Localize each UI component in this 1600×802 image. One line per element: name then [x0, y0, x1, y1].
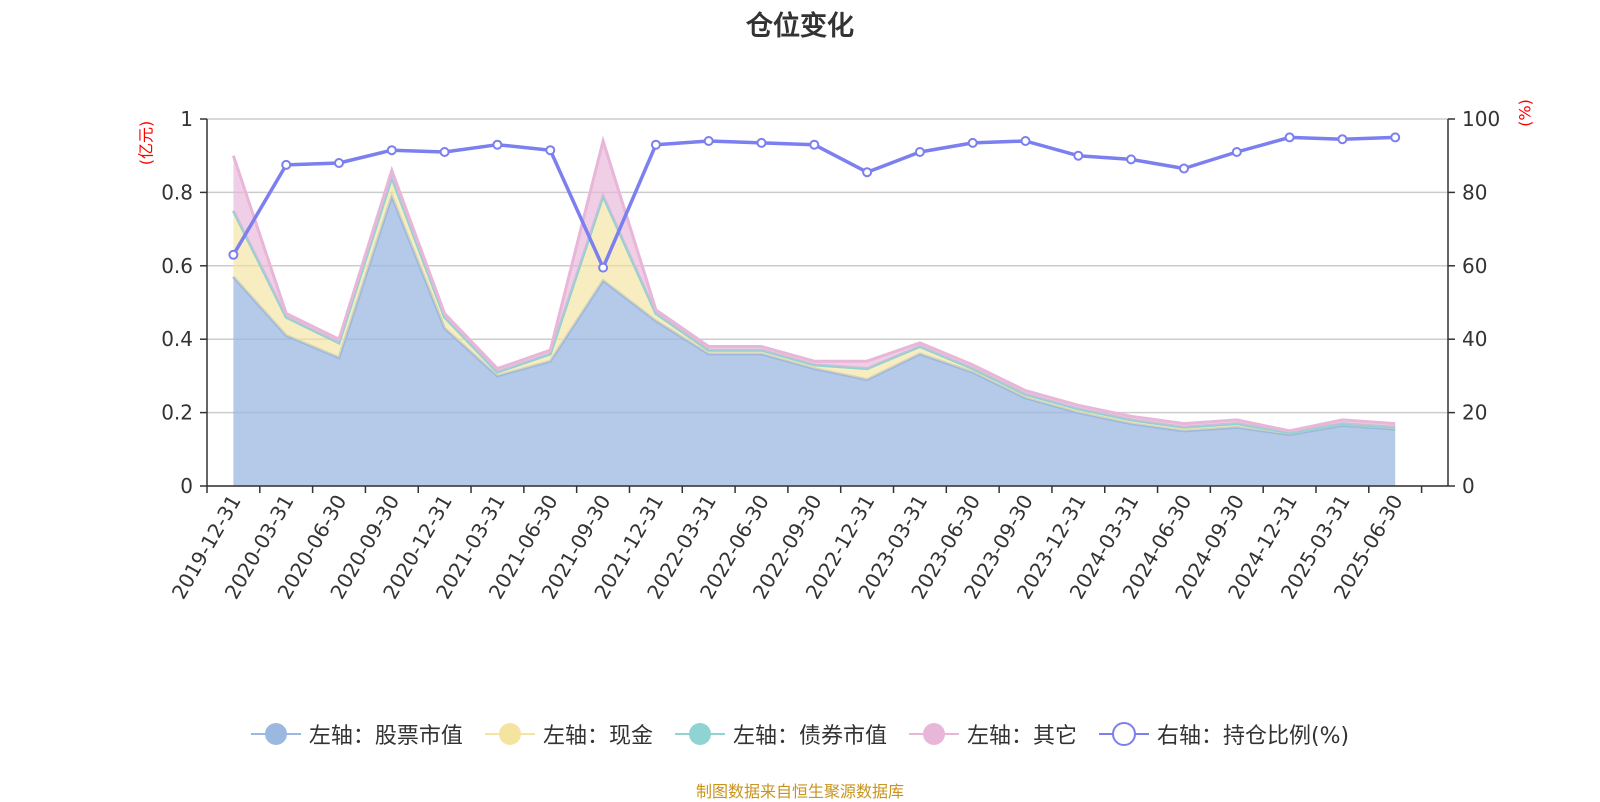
ratio-point [650, 139, 661, 150]
area-0 [233, 196, 1396, 486]
ratio-point [1231, 147, 1242, 157]
left-tick-label: 0.2 [161, 401, 193, 425]
ratio-point [1284, 132, 1295, 143]
legend-label: 左轴：其它 [966, 724, 1077, 749]
right-tick-label: 80 [1462, 180, 1487, 204]
ratio-point [439, 147, 450, 157]
ratio-point [756, 137, 767, 148]
ratio-point [1337, 134, 1348, 145]
left-tick-label: 0.6 [161, 254, 193, 278]
legend-label: 右轴：持仓比例(%) [1156, 724, 1350, 749]
legend-circle-marker-icon [484, 723, 535, 745]
legend-item[interactable]: 右轴：持仓比例(%) [1098, 718, 1350, 750]
ratio-point [1179, 163, 1189, 174]
source-note: 制图数据来自恒生聚源数据库 [695, 782, 904, 801]
left-tick-label: 0 [180, 474, 193, 498]
ratio-point [386, 145, 397, 156]
legend-label: 左轴：股票市值 [308, 724, 463, 749]
legend-circle-marker-icon [674, 723, 725, 745]
ratio-point [334, 158, 344, 168]
ratio-point [545, 145, 556, 156]
ratio-point [1126, 154, 1137, 165]
legend-item[interactable]: 左轴：债券市值 [674, 718, 887, 750]
legend-line-marker-icon [1098, 722, 1149, 746]
ratio-point [281, 159, 292, 170]
right-tick-label: 40 [1462, 327, 1487, 351]
legend-label: 左轴：债券市值 [732, 724, 887, 749]
area-line-3 [231, 135, 1396, 433]
right-tick-label: 0 [1462, 474, 1475, 498]
ratio-point [228, 249, 239, 260]
left-tick-label: 0.8 [161, 180, 193, 204]
right-tick-label: 20 [1462, 401, 1487, 425]
chart-legend: 左轴：股票市值 左轴：现金 左轴：债券市值 左轴：其它 右轴：持仓比例(%) [0, 718, 1600, 750]
left-tick-label: 0.4 [161, 327, 193, 351]
legend-circle-marker-icon [908, 723, 959, 745]
ratio-point [1390, 132, 1401, 143]
legend-circle-marker-icon [250, 723, 301, 745]
ratio-point [492, 139, 503, 150]
ratio-point [703, 136, 714, 146]
ratio-point [1073, 150, 1084, 161]
left-axis-unit: (亿元) [137, 121, 156, 166]
ratio-point [1020, 136, 1031, 146]
legend-item[interactable]: 左轴：其它 [908, 718, 1077, 750]
ratio-point [862, 167, 873, 178]
right-axis-unit: (%) [1516, 99, 1535, 127]
legend-label: 左轴：现金 [542, 724, 653, 749]
right-tick-label: 100 [1462, 107, 1500, 131]
ratio-point [598, 262, 609, 273]
chart-title: 仓位变化 [746, 11, 854, 42]
chart-plot: 00.20.40.60.810204060801002019-12-312020… [137, 99, 1535, 603]
ratio-point [914, 147, 925, 157]
right-tick-label: 60 [1462, 254, 1487, 278]
ratio-point [809, 139, 820, 150]
left-tick-label: 1 [180, 107, 193, 131]
legend-item[interactable]: 左轴：股票市值 [250, 718, 463, 750]
ratio-point [967, 137, 978, 148]
legend-item[interactable]: 左轴：现金 [484, 718, 653, 750]
